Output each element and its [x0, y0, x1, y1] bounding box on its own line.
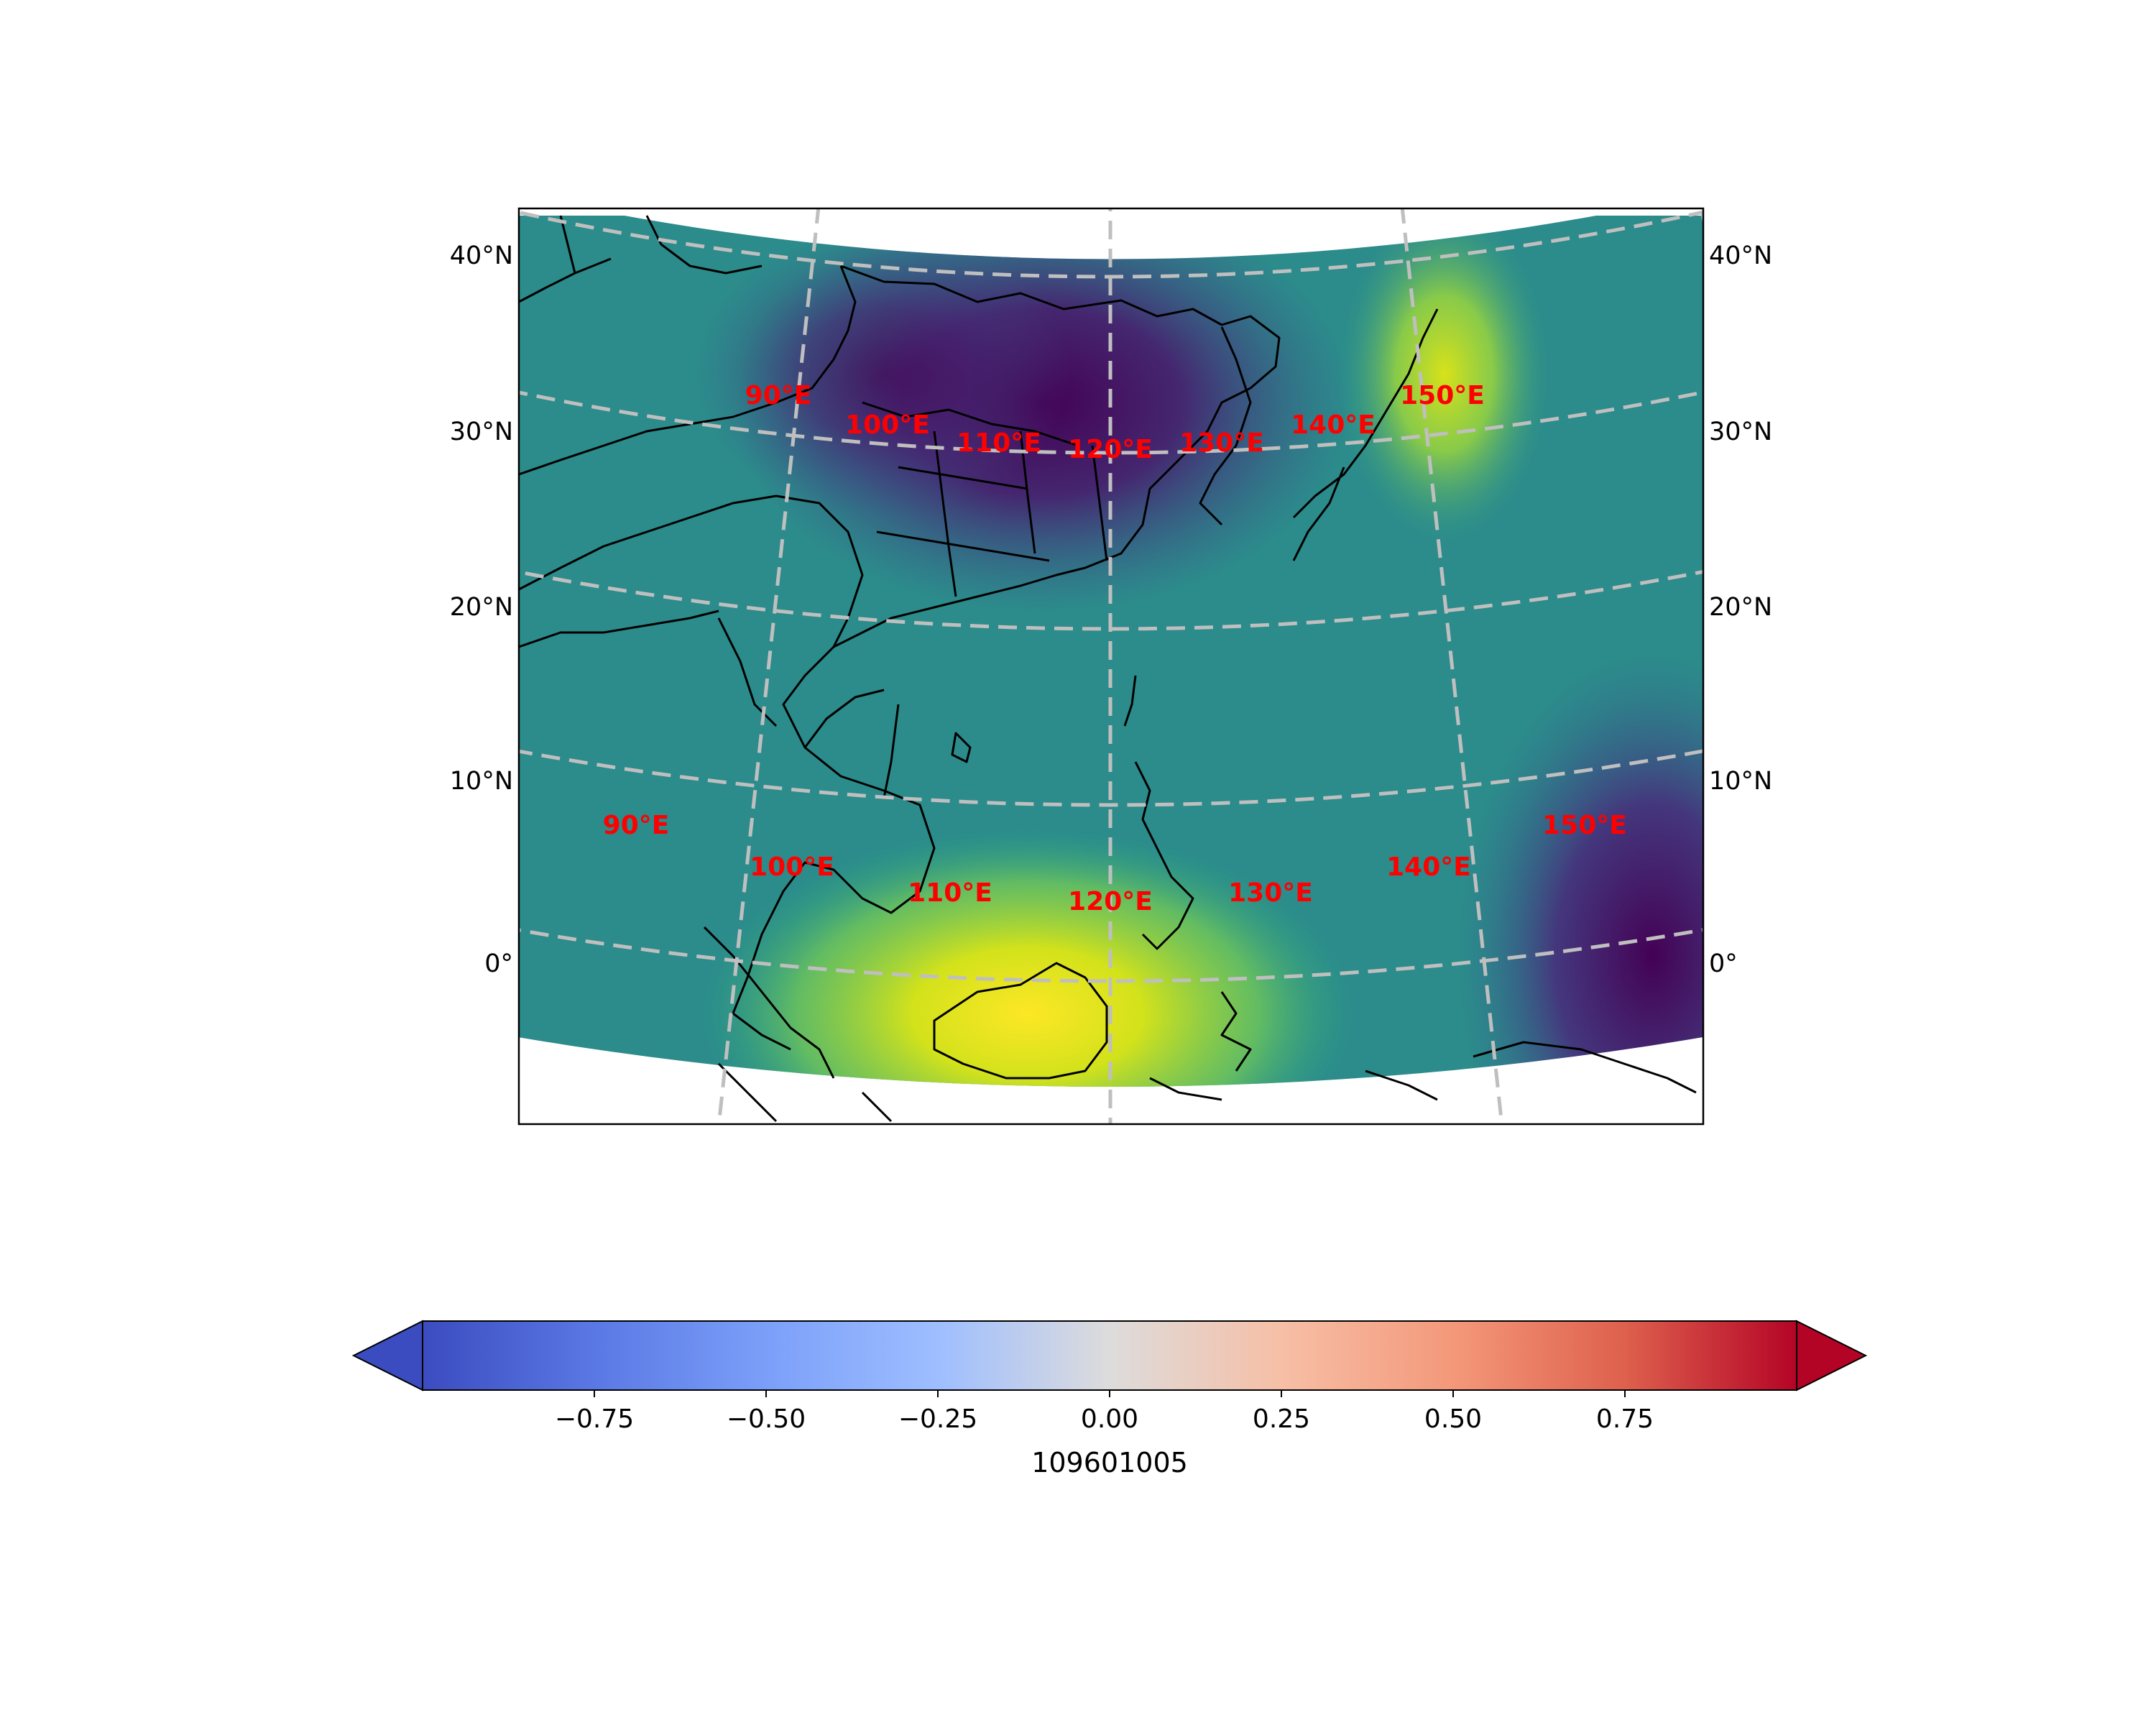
colorbar-tick-label: −0.50 — [727, 1404, 806, 1434]
lat-label-left-20: 20°N — [450, 593, 513, 622]
coastline-taiwan — [1123, 675, 1137, 727]
borders-northwest — [519, 215, 763, 303]
lon-label-bottom-110: 110°E — [908, 878, 992, 908]
longitude-labels: 90°E 100°E 110°E 120°E 130°E 140°E 150°E… — [603, 381, 1627, 916]
field-high-south — [697, 827, 1358, 1087]
map-frame — [517, 207, 1705, 1126]
gridline-lon-80 — [0, 0, 28, 854]
gridline-lon-150 — [1933, 0, 2156, 1000]
coastline-korea — [1199, 326, 1252, 526]
field-low-north-west — [697, 230, 1071, 518]
lon-label-bottom-130: 130°E — [1228, 878, 1313, 908]
lat-label-right-40: 40°N — [1709, 242, 1772, 270]
colorbar-gradient — [422, 1320, 1797, 1391]
colorbar-tick-label: 0.25 — [1253, 1404, 1310, 1434]
lon-label-bottom-90: 90°E — [603, 811, 670, 840]
colorbar-label: 109601005 — [1031, 1447, 1188, 1478]
gridline-lon-130 — [1400, 208, 1504, 1124]
coastlines — [519, 215, 1697, 1123]
lon-label-bottom-140: 140°E — [1386, 852, 1471, 882]
lon-label-top-150: 150°E — [1400, 381, 1485, 410]
field-low-east — [1459, 654, 1703, 1087]
lon-label-top-120: 120°E — [1068, 435, 1153, 464]
colorbar-extend-min — [351, 1320, 423, 1392]
colorbar-extend-max — [1796, 1320, 1868, 1392]
map-axes — [0, 0, 2156, 1124]
lat-label-left-40: 40°N — [450, 242, 513, 270]
coastline-borneo — [933, 962, 1108, 1080]
colorbar-tick-label: −0.75 — [555, 1404, 634, 1434]
country-borders-asia — [519, 265, 900, 799]
lon-label-top-110: 110°E — [957, 428, 1041, 458]
lon-label-top-130: 130°E — [1179, 428, 1264, 458]
coastline-philippines — [1134, 761, 1194, 950]
gridline-lon-110 — [717, 208, 821, 1124]
coastline-china — [833, 264, 1281, 648]
colorbar-tick-label: 0.50 — [1424, 1404, 1482, 1434]
lat-label-left-30: 30°N — [450, 418, 513, 446]
field-high-northeast — [1337, 208, 1552, 546]
lon-label-bottom-150: 150°E — [1542, 811, 1627, 840]
lat-label-right-20: 20°N — [1709, 593, 1772, 622]
gridline-lon-90 — [0, 0, 287, 1000]
coastline-sumatra — [703, 926, 835, 1079]
lat-label-right-30: 30°N — [1709, 418, 1772, 446]
coastline-japan — [1292, 308, 1439, 561]
coastline-hainan — [951, 732, 972, 763]
gridline-lat-10 — [519, 749, 1703, 807]
lat-label-right-10: 10°N — [1709, 767, 1772, 796]
colorbar: −0.75 −0.50 −0.25 0.00 0.25 0.50 0.75 10960100… — [351, 1320, 1868, 1478]
data-field — [519, 208, 1703, 1087]
lon-label-bottom-100: 100°E — [750, 852, 834, 882]
province-borders-china — [862, 401, 1108, 597]
lon-label-top-100: 100°E — [845, 410, 930, 440]
graticule — [0, 0, 2156, 1124]
coastline-sulawesi — [1220, 991, 1252, 1072]
borders-south — [717, 1062, 1438, 1123]
lon-label-bottom-120: 120°E — [1068, 887, 1153, 916]
latitude-labels: 40°N 30°N 20°N 10°N 0° 40°N 30°N 20°N 10… — [450, 242, 1772, 978]
gridline-lat-40 — [519, 210, 1703, 279]
colorbar-ticks: −0.75 −0.50 −0.25 0.00 0.25 0.50 0.75 — [555, 1390, 1654, 1434]
colorbar-tick-label: 0.75 — [1596, 1404, 1654, 1434]
colorbar-tick-label: 0.00 — [1081, 1404, 1138, 1434]
colorbar-tick-label: −0.25 — [898, 1404, 977, 1434]
lat-label-right-0: 0° — [1709, 949, 1738, 978]
coastline-newguinea — [1473, 1041, 1697, 1094]
lat-label-left-0: 0° — [484, 949, 513, 978]
lon-label-top-140: 140°E — [1291, 410, 1376, 440]
lon-label-top-90: 90°E — [745, 381, 812, 410]
lat-label-left-10: 10°N — [450, 767, 513, 796]
